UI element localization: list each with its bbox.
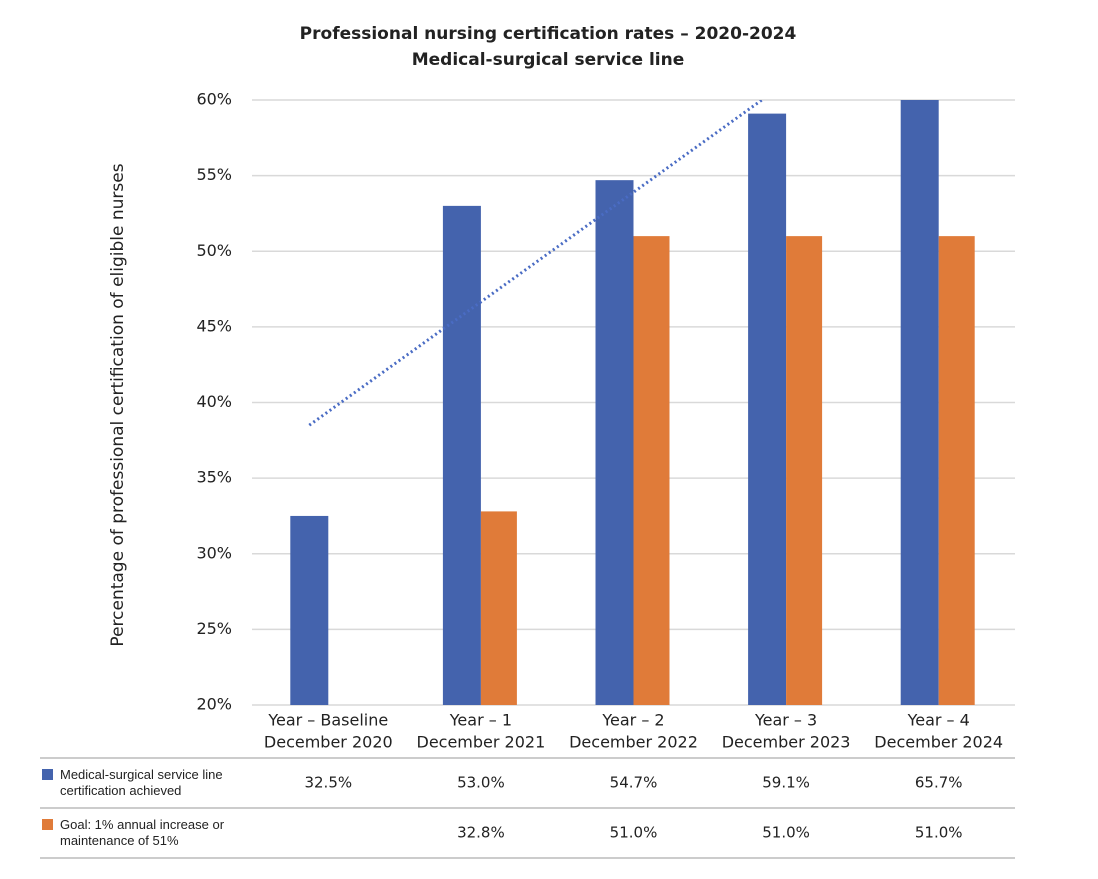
y-tick-label: 35%: [196, 468, 232, 487]
chart-title: Professional nursing certification rates…: [300, 24, 797, 44]
table-value: 65.7%: [915, 774, 963, 792]
y-tick-label: 45%: [196, 316, 232, 335]
bar: [595, 180, 634, 705]
x-tick-label: December 2024: [874, 733, 1003, 752]
table-value: 51.0%: [610, 824, 658, 842]
x-tick-label: Year – 2: [601, 711, 664, 730]
table-value: 59.1%: [762, 774, 810, 792]
legend-label: Medical-surgical service line certificat…: [60, 767, 223, 798]
y-tick-label: 20%: [196, 695, 232, 714]
x-tick-label: December 2022: [569, 733, 698, 752]
x-tick-label: Year – 1: [449, 711, 512, 730]
legend-swatch: [42, 769, 53, 780]
chart-subtitle: Medical-surgical service line: [412, 50, 685, 70]
legend-label: Goal: 1% annual increase or maintenance …: [60, 817, 225, 848]
trendline: [308, 100, 765, 427]
bar: [442, 205, 481, 705]
bar: [480, 511, 517, 705]
y-tick-label: 55%: [196, 165, 232, 184]
x-tick-label: Year – Baseline: [267, 711, 388, 730]
table-value: 51.0%: [915, 824, 963, 842]
x-tick-label: December 2021: [417, 733, 546, 752]
bar: [748, 113, 787, 705]
table-value: 54.7%: [610, 774, 658, 792]
y-axis-label: Percentage of professional certification…: [108, 163, 128, 646]
bar: [786, 236, 823, 705]
y-tick-label: 50%: [196, 241, 232, 260]
x-tick-label: December 2023: [722, 733, 851, 752]
bar: [633, 236, 670, 705]
table-value: 32.5%: [304, 774, 352, 792]
legend-swatch: [42, 819, 53, 830]
y-tick-label: 60%: [196, 90, 232, 109]
x-tick-label: December 2020: [264, 733, 393, 752]
table-value: 51.0%: [762, 824, 810, 842]
bar: [900, 100, 939, 705]
table-value: 32.8%: [457, 824, 505, 842]
plot: [290, 100, 975, 705]
bar: [290, 515, 329, 705]
x-tick-label: Year – 3: [754, 711, 817, 730]
bar: [938, 236, 975, 705]
y-tick-label: 30%: [196, 543, 232, 562]
y-tick-label: 40%: [196, 392, 232, 411]
table-value: 53.0%: [457, 774, 505, 792]
y-tick-label: 25%: [196, 619, 232, 638]
x-tick-label: Year – 4: [907, 711, 970, 730]
